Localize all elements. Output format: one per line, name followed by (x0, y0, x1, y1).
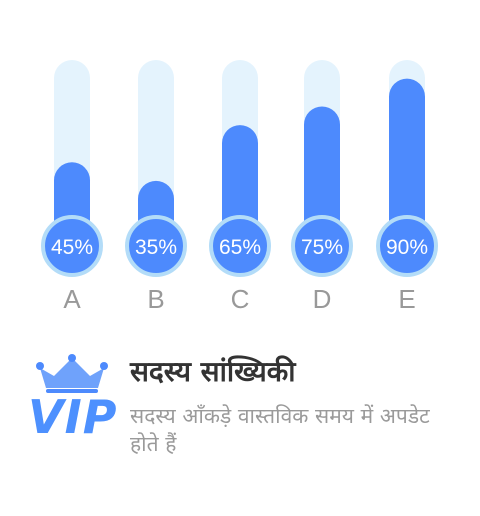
bar-chart: 45% A 35% B 65% C 75% D 90% E (41, 60, 438, 314)
bar-c (222, 125, 258, 246)
value-label-c: 65% (219, 236, 261, 259)
category-label-e: E (398, 284, 415, 314)
vip-description: सदस्य आँकड़े वास्तविक समय में अपडेट होते… (130, 404, 430, 456)
crown-icon (36, 354, 108, 393)
value-bubble-b (125, 215, 187, 277)
bar-d (304, 106, 340, 246)
vip-title: सदस्य सांख्यिकी (130, 355, 296, 388)
value-bubble-a (41, 215, 103, 277)
value-bubble-d (291, 215, 353, 277)
category-label-d: D (313, 284, 332, 314)
category-label-a: A (63, 284, 81, 314)
bar-e (389, 78, 425, 246)
vip-badge-text: VIP (28, 390, 118, 444)
category-label-c: C (231, 284, 250, 314)
value-bubble-e (376, 215, 438, 277)
value-label-d: 75% (301, 236, 343, 259)
category-label-b: B (147, 284, 164, 314)
value-label-a: 45% (51, 236, 93, 259)
value-label-b: 35% (135, 236, 177, 259)
value-bubble-c (209, 215, 271, 277)
value-label-e: 90% (386, 236, 428, 259)
vip-stats-block: VIP सदस्य सांख्यिकी सदस्य आँकड़े वास्तवि… (28, 352, 468, 472)
